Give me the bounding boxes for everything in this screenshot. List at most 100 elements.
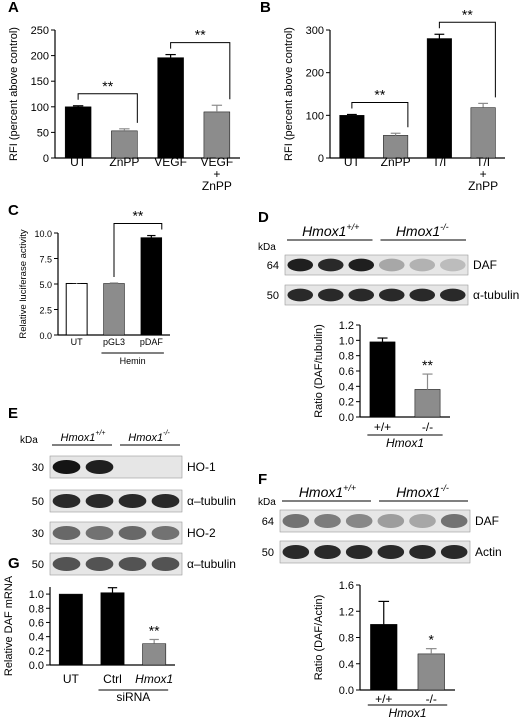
bar-D-1	[414, 389, 441, 418]
category-label-D: +/+	[374, 420, 391, 434]
blot-band-D	[409, 288, 436, 302]
blot-band-E	[118, 525, 147, 541]
category-label-B: ZnPP	[381, 155, 411, 169]
bar-G-1	[100, 592, 125, 666]
bar-A-2	[157, 57, 184, 159]
category-label-F: +/+	[375, 692, 392, 706]
y-axis-label-F: Ratio (DAF/Actin)	[313, 595, 325, 681]
y-tick-label-F: 1.6	[339, 580, 354, 592]
significance-bracket-A	[77, 93, 138, 123]
y-tick-label-B: 0	[318, 153, 324, 165]
blot-band-F	[409, 513, 436, 529]
blot-band-D	[378, 288, 405, 302]
marker-label-F: 50	[262, 547, 274, 559]
blot-band-F	[282, 544, 310, 560]
significance-label-C: **	[132, 208, 143, 224]
y-tick-label-D: 1.2	[339, 320, 354, 332]
blot-band-F	[440, 513, 468, 529]
marker-label-D: 64	[267, 260, 279, 272]
bar-B-3	[470, 107, 496, 159]
blot-band-E	[85, 493, 114, 509]
y-tick-label-A: 100	[31, 102, 49, 114]
y-tick-label-A: 200	[31, 51, 49, 63]
bar-G-2	[142, 643, 167, 666]
blot-band-E	[85, 525, 114, 541]
y-tick-label-D: 0.2	[339, 397, 354, 409]
blot-band-E	[52, 556, 81, 572]
blot-band-D	[378, 258, 405, 272]
blot-band-F	[314, 513, 341, 529]
band-label-F: Actin	[475, 545, 502, 559]
y-tick-label-A: 0	[43, 153, 49, 165]
genotype-sup: +/+	[343, 483, 356, 493]
blot-band-D	[348, 258, 375, 272]
bar-A-1	[111, 130, 138, 159]
blot-strip-E	[49, 521, 183, 545]
category-label-A: UT	[70, 155, 87, 169]
y-axis-label-B: RFI (percent above control)	[283, 27, 295, 161]
group-header-F-2: Hmox1-/-	[396, 483, 449, 500]
blot-band-D	[317, 258, 344, 272]
bar-B-0	[339, 115, 365, 159]
panel-label-D: D	[258, 209, 269, 226]
y-tick-label-B: 300	[306, 25, 324, 37]
y-tick-label-B: 100	[306, 110, 324, 122]
bar-A-0	[64, 106, 92, 159]
band-label-F: DAF	[475, 514, 499, 528]
category-label-G: UT	[63, 672, 80, 686]
y-tick-label-D: 0.4	[339, 381, 354, 393]
significance-bracket-B	[438, 21, 496, 98]
y-tick-label-C: 7.5	[39, 255, 52, 265]
y-tick-label-D: 0.8	[339, 351, 354, 363]
category-label-D: -/-	[422, 420, 433, 434]
y-tick-label-D: 0.6	[339, 366, 354, 378]
blot-band-D	[348, 288, 375, 302]
blot-band-F	[377, 544, 405, 560]
blot-band-F	[377, 513, 405, 529]
y-tick-label-C: 0.0	[39, 331, 52, 341]
category-label-G: Ctrl	[103, 672, 122, 686]
marker-label-E: 50	[32, 496, 44, 508]
genotype-sup: +/+	[95, 430, 105, 437]
y-tick-label-F: 0.8	[339, 633, 354, 645]
group-label-D: Hmox1	[386, 436, 424, 450]
marker-label-D: 50	[267, 290, 279, 302]
bar-C-0	[65, 282, 88, 336]
blot-band-E	[52, 525, 81, 541]
blot-band-E	[151, 493, 180, 509]
blot-band-E	[52, 459, 81, 475]
genotype-text: Hmox1	[302, 223, 346, 239]
y-tick-label-D: 0.0	[339, 412, 354, 424]
blot-band-D	[287, 288, 314, 302]
blot-band-D	[439, 288, 466, 302]
y-axis-label-G: Relative DAF mRNA	[3, 575, 15, 676]
marker-label-E: 30	[32, 528, 44, 540]
category-label-B: T/I	[476, 155, 490, 169]
bar-F-0	[370, 624, 398, 691]
y-tick-label-C: 10.0	[34, 229, 52, 239]
genotype-text: Hmox1	[299, 484, 343, 500]
y-tick-label-F: 1.2	[339, 606, 354, 618]
category-label-B: +	[480, 167, 487, 181]
y-tick-label-F: 0.0	[339, 685, 354, 697]
bar-C-2	[140, 237, 163, 336]
category-label-A: +	[213, 167, 220, 181]
group-header-D-1: Hmox1+/+	[302, 222, 359, 239]
bar-F-1	[417, 653, 445, 691]
genotype-sup: -/-	[440, 483, 449, 493]
bar-G-0	[58, 593, 83, 666]
kda-label-E: kDa	[20, 435, 38, 446]
category-label-B: T/I	[432, 155, 446, 169]
band-label-D: DAF	[473, 258, 497, 272]
y-tick-label-G: 0.8	[29, 603, 44, 615]
bar-A-3	[203, 111, 231, 159]
y-tick-label-A: 150	[31, 76, 49, 88]
blot-band-D	[439, 258, 466, 272]
blot-band-F	[345, 513, 373, 529]
significance-label-B: **	[374, 86, 385, 102]
blot-band-E	[85, 556, 114, 572]
kda-label-D: kDa	[258, 242, 276, 253]
y-tick-label-C: 2.5	[39, 306, 52, 316]
significance-bracket-C	[113, 223, 163, 277]
blot-strip-E	[49, 455, 183, 479]
